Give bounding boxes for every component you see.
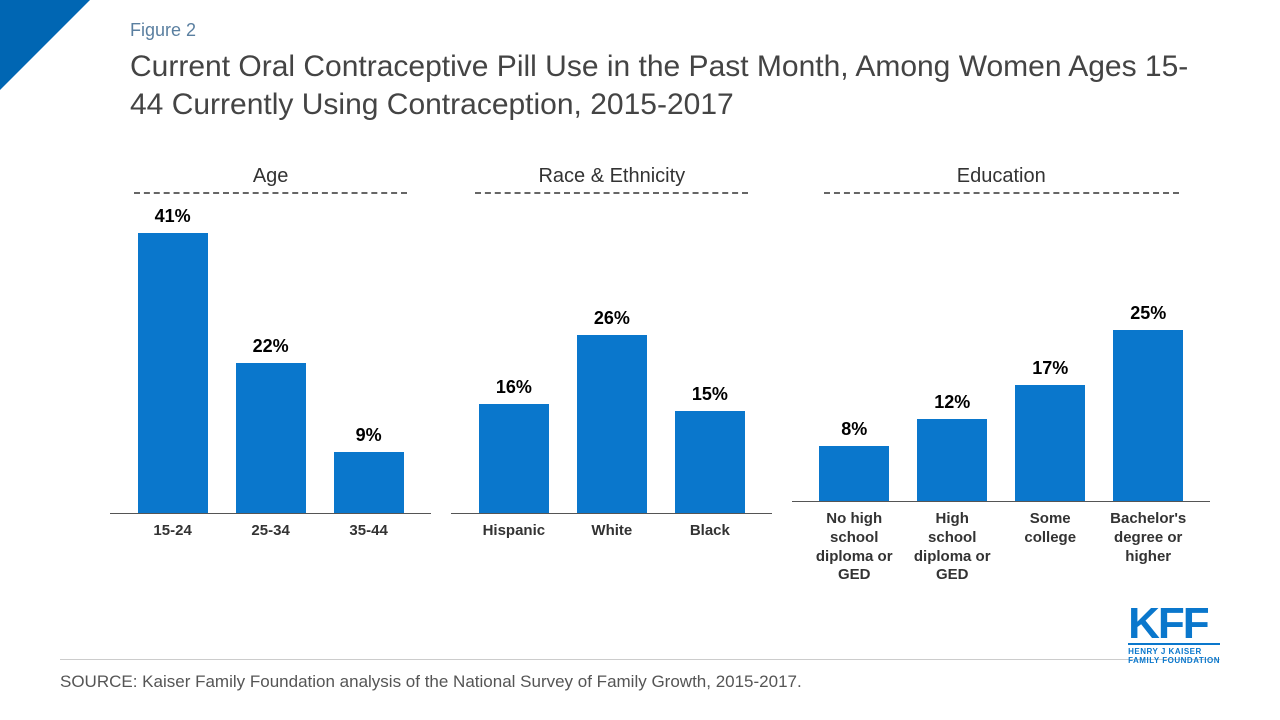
- chart-group: Race & Ethnicity 16% 26% 15% Hispanic White Bl…: [441, 165, 782, 585]
- chart-group: Education 8% 12% 17% 25% No high school diplo…: [782, 165, 1220, 585]
- x-axis-label: Hispanic: [475, 522, 553, 541]
- bars-row: 8% 12% 17% 25%: [792, 204, 1210, 502]
- bar: 25%: [1109, 303, 1187, 501]
- x-axis-label: 15-24: [134, 522, 212, 541]
- group-title: Education: [957, 165, 1046, 188]
- bar: 12%: [913, 392, 991, 501]
- x-axis-label: Some college: [1011, 510, 1089, 585]
- bar-rect: [138, 233, 208, 513]
- group-separator: [134, 192, 407, 194]
- source-citation: SOURCE: Kaiser Family Foundation analysi…: [60, 672, 1080, 692]
- bar-value-label: 8%: [841, 419, 867, 440]
- bar-rect: [917, 419, 987, 501]
- bars-row: 16% 26% 15%: [451, 204, 772, 514]
- bar-value-label: 12%: [934, 392, 970, 413]
- bar-rect: [1015, 385, 1085, 501]
- x-axis-label: 25-34: [232, 522, 310, 541]
- x-axis-label: Black: [671, 522, 749, 541]
- bar-rect: [334, 452, 404, 513]
- bar-rect: [819, 446, 889, 501]
- x-axis-label: High school diploma or GED: [913, 510, 991, 585]
- bar-value-label: 9%: [356, 425, 382, 446]
- bars-row: 41% 22% 9%: [110, 204, 431, 514]
- x-axis-label: Bachelor's degree or higher: [1109, 510, 1187, 585]
- chart-group: Age 41% 22% 9% 15-24 25-34 35-44: [100, 165, 441, 585]
- kff-logo-subtext2: FAMILY FOUNDATION: [1128, 656, 1220, 665]
- bar: 17%: [1011, 358, 1089, 501]
- bar: 9%: [330, 425, 408, 513]
- x-axis-label: No high school diploma or GED: [815, 510, 893, 585]
- x-labels-row: 15-24 25-34 35-44: [110, 522, 431, 541]
- bar-value-label: 25%: [1130, 303, 1166, 324]
- bar-rect: [1113, 330, 1183, 501]
- group-title: Age: [253, 165, 289, 188]
- chart-title: Current Oral Contraceptive Pill Use in t…: [130, 48, 1210, 123]
- x-axis-label: 35-44: [330, 522, 408, 541]
- bar-value-label: 16%: [496, 377, 532, 398]
- kff-logo-text: KFF: [1128, 606, 1220, 641]
- group-separator: [824, 192, 1179, 194]
- group-separator: [475, 192, 748, 194]
- bar: 8%: [815, 419, 893, 501]
- x-axis-label: White: [573, 522, 651, 541]
- x-labels-row: No high school diploma or GED High school…: [792, 510, 1210, 585]
- corner-accent-triangle: [0, 0, 90, 90]
- bar: 41%: [134, 206, 212, 513]
- bar-rect: [675, 411, 745, 513]
- figure-label: Figure 2: [130, 20, 196, 41]
- bar: 22%: [232, 336, 310, 513]
- bar-value-label: 26%: [594, 308, 630, 329]
- bar-rect: [236, 363, 306, 513]
- x-labels-row: Hispanic White Black: [451, 522, 772, 541]
- kff-logo: KFF HENRY J KAISER FAMILY FOUNDATION: [1128, 606, 1220, 665]
- bar: 16%: [475, 377, 553, 513]
- divider: [60, 659, 1220, 660]
- bar-rect: [577, 335, 647, 513]
- bar-value-label: 17%: [1032, 358, 1068, 379]
- bar-value-label: 15%: [692, 384, 728, 405]
- group-title: Race & Ethnicity: [538, 165, 685, 188]
- bar-value-label: 22%: [253, 336, 289, 357]
- slide: Figure 2 Current Oral Contraceptive Pill…: [0, 0, 1280, 720]
- bar: 15%: [671, 384, 749, 513]
- bar: 26%: [573, 308, 651, 513]
- bar-value-label: 41%: [155, 206, 191, 227]
- chart-area: Age 41% 22% 9% 15-24 25-34 35-44 Race & Ethnici…: [100, 165, 1220, 585]
- bar-rect: [479, 404, 549, 513]
